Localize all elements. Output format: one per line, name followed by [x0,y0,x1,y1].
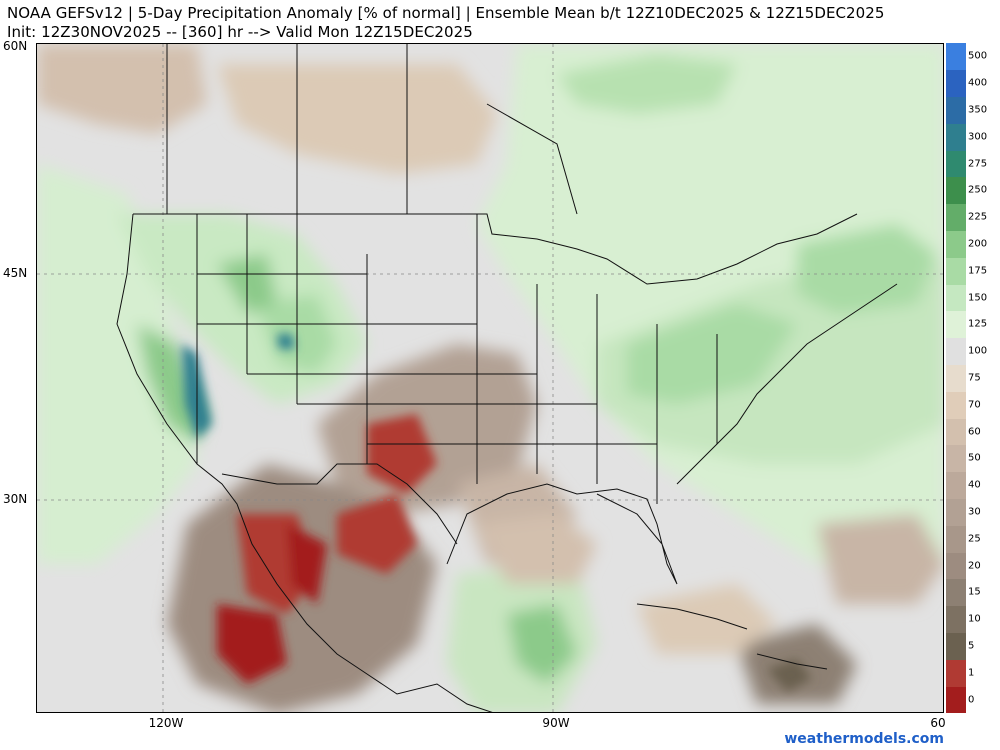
colorbar-segment [946,391,966,419]
colorbar-tick-label: 225 [968,211,988,223]
colorbar-segment [946,418,966,446]
graticule [37,44,943,712]
colorbar-segment [946,69,966,98]
dry-core-shading [182,334,812,692]
colorbar-segment [946,579,966,607]
colorbar-segment [946,284,966,312]
colorbar-segment [946,203,966,232]
colorbar-segment [946,471,966,500]
colorbar-segment [946,364,966,392]
colorbar-tick-label: 20 [968,560,981,572]
colorbar-segment [946,525,966,553]
lon-label-120w: 120W [148,716,184,730]
colorbar-tick-label: 15 [968,586,981,598]
colorbar-segment [946,445,966,473]
colorbar-tick-label: 30 [968,506,981,518]
precipitation-anomaly-map [36,43,944,713]
colorbar-tick-label: 300 [968,131,988,143]
boundaries [116,44,898,712]
colorbar-tick-label: 5 [968,640,975,652]
colorbar-tick-label: 60 [968,426,981,438]
lat-label-45n: 45N [3,266,28,280]
colorbar-segment [946,177,966,205]
colorbar-segment [946,605,966,634]
colorbar-segment [946,123,966,151]
colorbar-tick-label: 75 [968,372,981,384]
colorbar-tick-label: 275 [968,158,988,170]
colorbar-segment [946,337,966,366]
credit-text: weathermodels.com [784,731,944,747]
colorbar-tick-label: 25 [968,533,981,545]
colorbar-tick-label: 0 [968,694,975,706]
colorbar-tick-label: 200 [968,238,988,250]
colorbar-tick-label: 400 [968,77,988,89]
colorbar-segment [946,43,966,71]
colorbar-tick-label: 125 [968,318,988,330]
colorbar-segment [946,257,966,285]
colorbar-tick-label: 100 [968,345,988,357]
anomaly-shading [37,44,943,712]
map-title: NOAA GEFSv12 | 5-Day Precipitation Anoma… [7,4,884,42]
title-line-2: Init: 12Z30NOV2025 -- [360] hr --> Valid… [7,23,473,41]
colorbar-tick-label: 250 [968,184,988,196]
colorbar-segment [946,96,966,124]
colorbar-segment [946,498,966,526]
lon-label-90w: 90W [542,716,570,730]
colorbar-segment [946,686,966,714]
colorbar-tick-label: 50 [968,452,981,464]
colorbar-segment [946,150,966,178]
lat-label-30n: 30N [3,492,28,506]
colorbar [946,43,966,714]
lon-label-60: 60 [930,716,946,730]
colorbar-segment [946,552,966,580]
colorbar-segment [946,311,966,339]
colorbar-tick-label: 350 [968,104,988,116]
lat-label-60n: 60N [3,39,28,53]
colorbar-segment [946,230,966,258]
colorbar-segment [946,632,966,660]
colorbar-tick-label: 175 [968,265,988,277]
title-line-1: NOAA GEFSv12 | 5-Day Precipitation Anoma… [7,4,885,22]
colorbar-tick-label: 500 [968,50,988,62]
colorbar-tick-label: 40 [968,479,981,491]
colorbar-segment [946,659,966,687]
map-canvas [37,44,943,712]
colorbar-tick-label: 10 [968,613,981,625]
colorbar-tick-label: 150 [968,292,988,304]
colorbar-tick-label: 1 [968,667,975,679]
colorbar-tick-label: 70 [968,399,981,411]
